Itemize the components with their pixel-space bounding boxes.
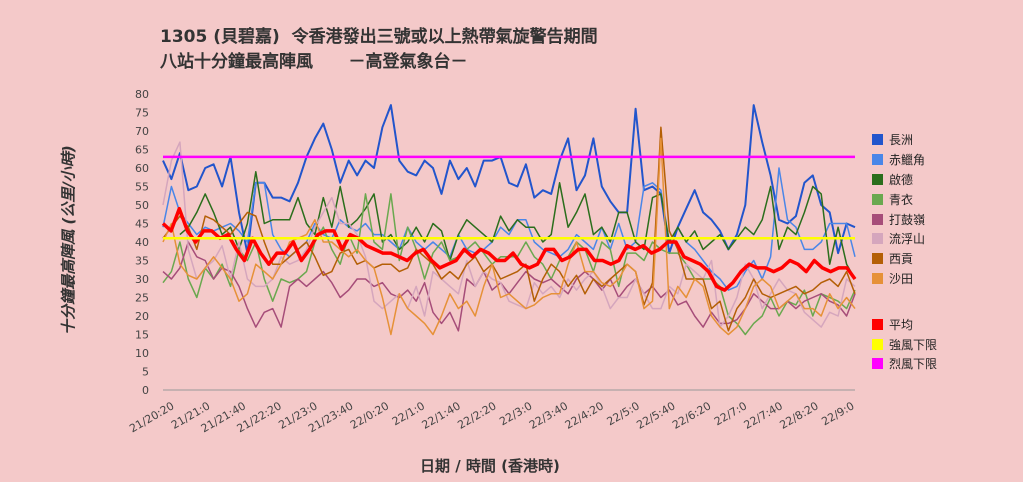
y-tick-label: 70 [135,125,149,138]
legend-item: 打鼓嶺 [872,209,937,229]
legend-label: 長洲 [889,133,914,148]
x-tick-label: 22/1:40 [420,399,463,431]
legend-item: 平均 [872,314,937,334]
x-tick-label: 22/7:40 [742,399,785,431]
legend-label: 青衣 [889,192,914,207]
series-line-8 [161,206,857,292]
chart-title-line1: 1305 (貝碧嘉) 令香港發出三號或以上熱帶氣旋警告期間 [160,27,598,47]
legend-item: 西貢 [872,249,937,269]
legend-item: 青衣 [872,189,937,209]
legend-label: 赤鱲角 [889,153,926,168]
x-tick-label: 22/9:0 [819,399,856,428]
y-tick-label: 55 [135,181,149,194]
y-tick-label: 20 [135,310,149,323]
y-tick-label: 25 [135,292,149,305]
legend-swatch [872,233,883,245]
legend-swatch [872,338,883,350]
series-line-1 [162,167,856,291]
series-line-0 [162,104,856,255]
legend-swatch [872,173,883,185]
series-line-2 [179,170,856,280]
legend-label: 打鼓嶺 [889,212,926,227]
series-line-7 [162,137,856,336]
x-axis-label: 日期 / 時間 (香港時) [420,457,560,475]
x-tick-label: 22/2:20 [455,399,498,431]
legend-swatch [872,213,883,225]
legend-label: 平均 [889,317,914,332]
legend-label: 流浮山 [889,232,926,247]
x-tick-label: 22/3:40 [527,399,570,431]
legend-swatch [872,272,883,284]
y-tick-label: 75 [135,107,149,120]
y-tick-label: 0 [142,384,149,397]
x-tick-label: 22/6:20 [670,399,713,431]
y-tick-label: 10 [135,347,149,360]
legend-item: 赤鱲角 [872,150,937,170]
x-tick-label: 22/8:20 [777,399,820,431]
y-tick-label: 5 [142,366,149,379]
legend-label: 沙田 [889,271,914,286]
legend-item: 流浮山 [872,229,937,249]
y-tick-label: 40 [135,236,149,249]
series-line-6 [162,126,856,332]
x-tick-label: 22/0:20 [348,399,391,431]
x-tick-label: 22/5:40 [634,399,677,431]
legend-item: 烈風下限 [872,354,937,374]
legend-item: 啟德 [872,170,937,190]
chart-title-line2: 八站十分鐘最高陣風 －高登氣象台－ [160,52,468,72]
legend-item: 強風下限 [872,334,937,354]
chart-legend: 長洲赤鱲角啟德青衣打鼓嶺流浮山西貢沙田平均強風下限烈風下限 [872,130,937,374]
legend-swatch [872,193,883,205]
legend-swatch [872,154,883,166]
y-tick-label: 65 [135,144,149,157]
x-tick-label: 21/20:20 [127,399,176,435]
y-tick-label: 30 [135,273,149,286]
chart-series [161,104,857,336]
y-tick-label: 80 [135,88,149,101]
legend-label: 西貢 [889,252,914,267]
y-tick-label: 45 [135,218,149,231]
legend-item: 長洲 [872,130,937,150]
legend-item: 沙田 [872,269,937,289]
legend-swatch [872,253,883,265]
legend-label: 啟德 [889,172,914,187]
y-tick-label: 35 [135,255,149,268]
y-tick-label: 60 [135,162,149,175]
legend-label: 烈風下限 [889,357,938,372]
legend-swatch [872,134,883,146]
y-tick-label: 15 [135,329,149,342]
x-tick-label: 22/4:20 [563,399,606,431]
y-tick-label: 50 [135,199,149,212]
legend-swatch [872,358,883,370]
legend-label: 強風下限 [889,337,938,352]
legend-swatch [872,318,883,330]
